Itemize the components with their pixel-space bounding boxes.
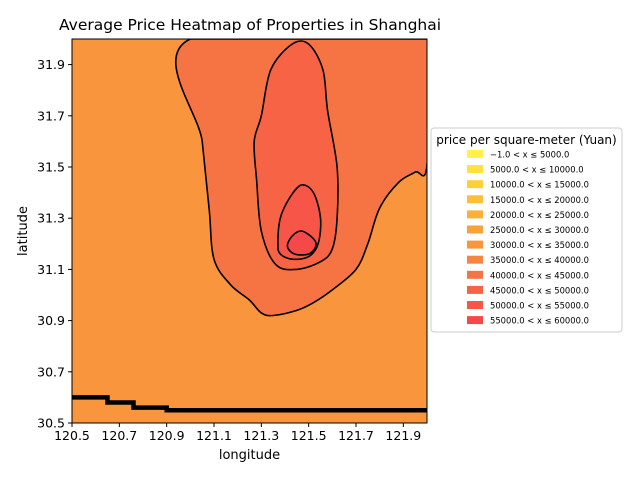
- legend-swatch: [467, 270, 483, 279]
- legend-entry-label: 35000.0 < x ≤ 40000.0: [490, 255, 589, 265]
- legend-swatch: [467, 165, 483, 174]
- plot-area: [72, 39, 427, 423]
- legend-swatch: [467, 180, 483, 189]
- y-tick-label: 30.7: [37, 364, 65, 379]
- x-tick-label: 121.9: [385, 428, 421, 443]
- y-tick-label: 31.9: [37, 57, 65, 72]
- y-tick-label: 31.5: [37, 160, 65, 175]
- y-tick-label: 31.7: [37, 108, 65, 123]
- chart-title: Average Price Heatmap of Properties in S…: [59, 16, 441, 34]
- legend-swatch: [467, 255, 483, 264]
- legend-swatch: [467, 225, 483, 234]
- legend-entry-label: 45000.0 < x ≤ 50000.0: [490, 285, 589, 295]
- legend-swatch: [467, 285, 483, 294]
- legend-swatch: [467, 210, 483, 219]
- legend-entry-label: 10000.0 < x ≤ 15000.0: [490, 180, 589, 190]
- legend-swatch: [467, 150, 483, 158]
- legend-frame: [430, 127, 623, 333]
- legend-swatch: [467, 195, 483, 204]
- legend-entry-label: 40000.0 < x ≤ 45000.0: [490, 270, 589, 280]
- legend-swatch: [467, 301, 483, 309]
- legend-entry-label: −1.0 < x ≤ 5000.0: [490, 150, 569, 160]
- strip-boundary-line: [72, 395, 427, 413]
- legend-entry-label: 25000.0 < x ≤ 30000.0: [490, 225, 589, 235]
- x-tick-label: 121.3: [243, 428, 279, 443]
- x-tick-label: 121.5: [291, 428, 327, 443]
- x-axis-label: longitude: [219, 448, 280, 463]
- legend: price per square-meter (Yuan) −1.0 < x ≤…: [430, 127, 623, 333]
- y-tick-label: 31.1: [37, 262, 65, 277]
- y-axis-label: latitude: [16, 206, 31, 256]
- x-axis: 120.5 120.7 120.9 121.1 121.3 121.5 121.7 121.9: [54, 423, 421, 443]
- y-axis: 30.5 30.7 30.9 31.1 31.3 31.5 31.7 31.9: [37, 57, 72, 431]
- legend-entry-label: 20000.0 < x ≤ 25000.0: [490, 210, 589, 220]
- x-tick-label: 121.1: [196, 428, 232, 443]
- plot-frame: [71, 38, 428, 424]
- legend-swatch: [467, 316, 483, 325]
- legend-entry-label: 55000.0 < x ≤ 60000.0: [490, 316, 589, 326]
- x-tick-label: 120.9: [149, 428, 185, 443]
- legend-entry-label: 5000.0 < x ≤ 10000.0: [490, 165, 584, 175]
- legend-entry-label: 50000.0 < x ≤ 55000.0: [490, 301, 589, 311]
- x-tick-label: 120.7: [101, 428, 137, 443]
- x-tick-label: 120.5: [54, 428, 90, 443]
- legend-swatch: [467, 240, 483, 249]
- region-contour-55000-peak: [286, 230, 317, 256]
- legend-entry-label: 15000.0 < x ≤ 20000.0: [490, 195, 589, 205]
- y-tick-label: 30.9: [37, 313, 65, 328]
- y-tick-label: 30.5: [37, 416, 65, 431]
- legend-title: price per square-meter (Yuan): [436, 133, 616, 147]
- x-tick-label: 121.7: [338, 428, 374, 443]
- y-tick-label: 31.3: [37, 211, 65, 226]
- legend-entry-label: 30000.0 < x ≤ 35000.0: [490, 240, 589, 250]
